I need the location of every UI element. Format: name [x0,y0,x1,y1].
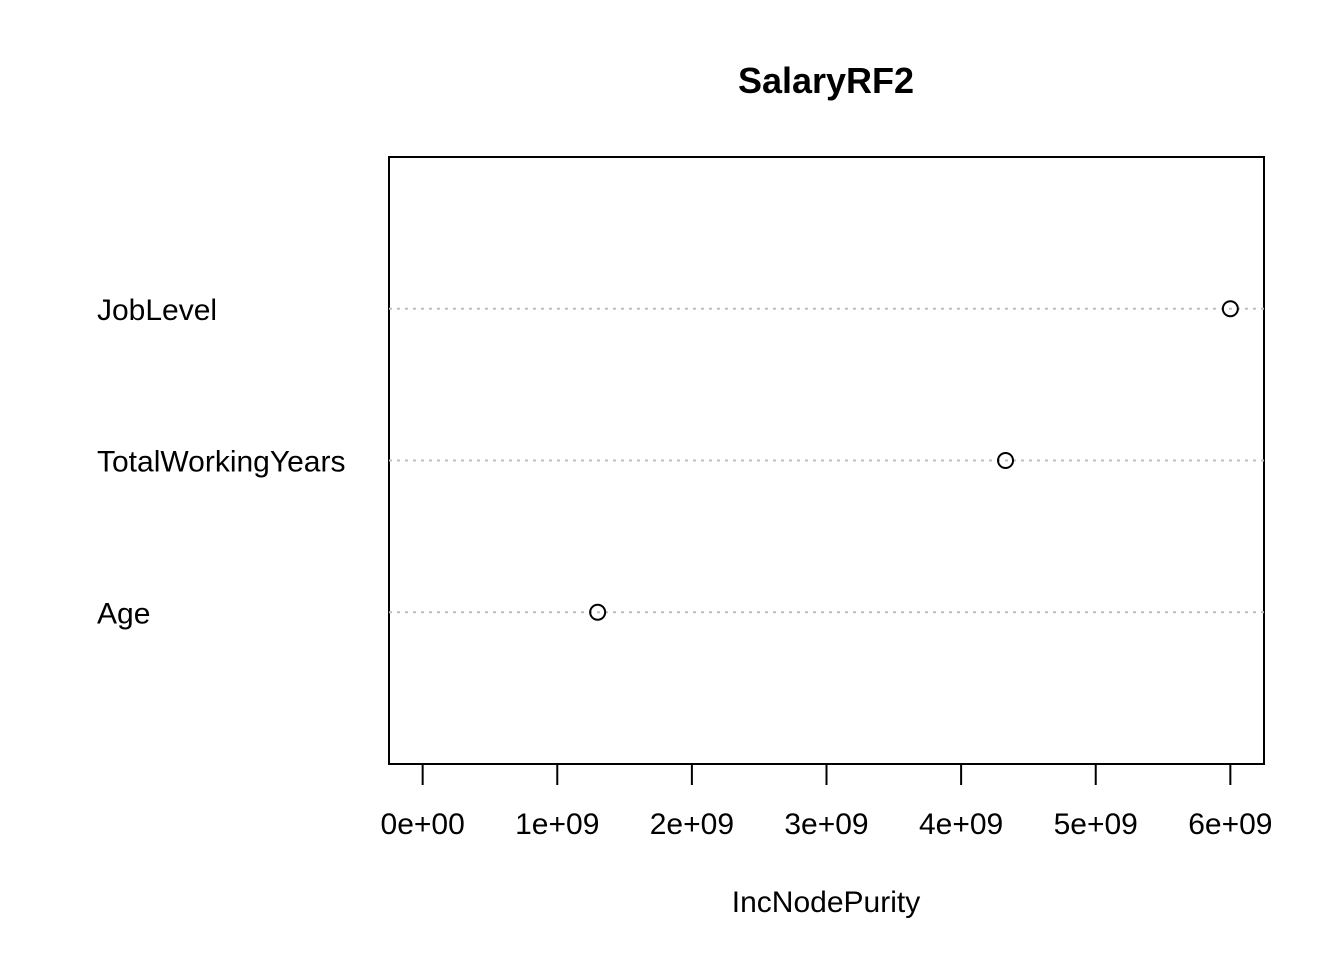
chart-title: SalaryRF2 [738,60,914,101]
plot-frame [388,156,1265,765]
x-axis: 0e+00 1e+09 2e+09 3e+09 4e+09 5e+09 6e+09 [381,763,1272,841]
point-joblevel [1221,300,1239,318]
category-label-joblevel: JobLevel [97,294,217,327]
x-axis-label: IncNodePurity [732,886,920,919]
point-totalworkingyears [997,452,1015,469]
x-tick-label: 2e+09 [650,808,734,841]
category-labels: JobLevel TotalWorkingYears Age [97,294,345,631]
category-label-totalworkingyears: TotalWorkingYears [97,446,345,479]
category-label-age: Age [97,597,150,630]
x-tick-label: 4e+09 [919,808,1003,841]
point-age [589,603,607,621]
x-tick-label: 6e+09 [1188,808,1272,841]
data-points [589,300,1239,621]
x-tick-label: 0e+00 [381,808,465,841]
x-tick-label: 3e+09 [784,808,868,841]
x-tick-label: 5e+09 [1054,808,1138,841]
gridlines [389,307,1264,614]
x-tick-label: 1e+09 [515,808,599,841]
